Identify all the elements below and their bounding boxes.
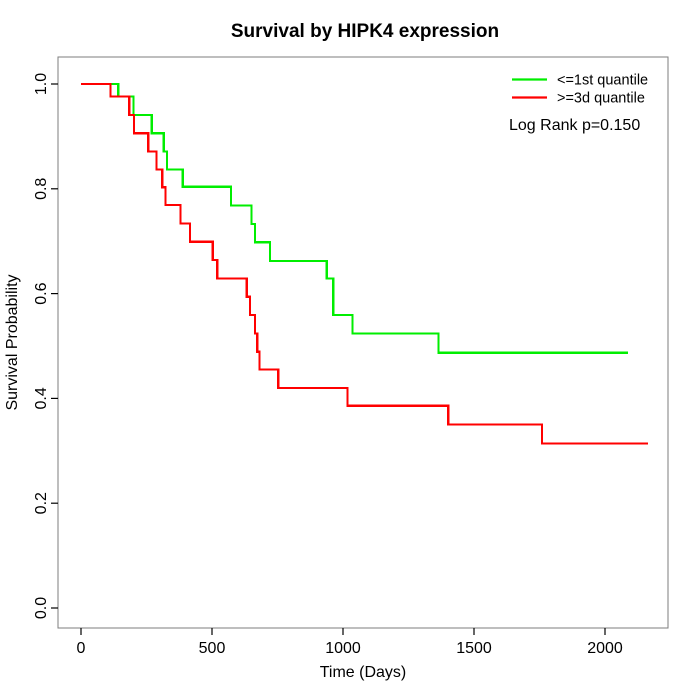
km-curve-low-expression [81,82,628,354]
x-axis-title: Time (Days) [320,664,407,681]
y-tick-label: 0.4 [33,387,50,409]
legend-label-green: <=1st quantile [557,73,648,89]
log-rank-annotation: Log Rank p=0.150 [509,117,640,134]
plot-box [57,56,669,629]
survival-curves [81,82,648,445]
legend: <=1st quantile >=3d quantile Log Rank p=… [509,73,648,135]
x-tick-label: 0 [77,640,86,657]
legend-label-red: >=3d quantile [557,91,645,107]
x-tick-label: 2000 [587,640,623,657]
y-axis-title: Survival Probability [4,274,21,410]
y-tick-label: 1.0 [33,73,50,95]
km-curve-high-expression [81,82,648,445]
x-axis: 0 500 1000 1500 2000 [77,628,623,657]
y-tick-label: 0.2 [33,492,50,514]
plot-title: Survival by HIPK4 expression [231,21,499,42]
y-tick-label: 0.8 [33,178,50,200]
x-tick-label: 1000 [325,640,361,657]
x-tick-label: 1500 [456,640,492,657]
y-tick-label: 0.6 [33,282,50,304]
y-axis: 0.0 0.2 0.4 0.6 0.8 1.0 [33,73,58,619]
x-tick-label: 500 [199,640,226,657]
y-tick-label: 0.0 [33,597,50,619]
